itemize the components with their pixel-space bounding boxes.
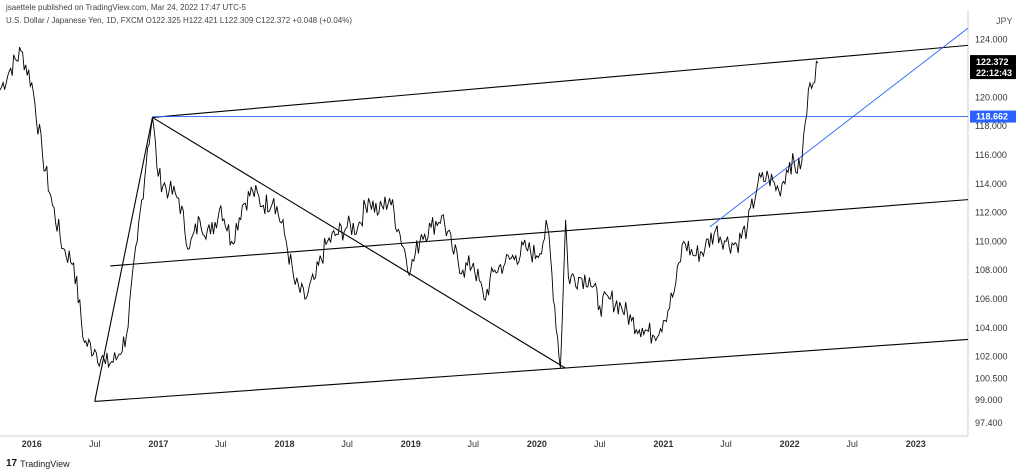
blue-trendline xyxy=(709,27,969,228)
last-price-label: 122.372 xyxy=(976,57,1009,67)
x-tick-label: 2021 xyxy=(653,439,673,449)
y-tick-label: 118.000 xyxy=(975,121,1007,131)
x-tick-label: Jul xyxy=(341,439,353,449)
trendlines xyxy=(94,27,969,402)
y-tick-label: 116.000 xyxy=(975,150,1007,160)
y-tick-label: 110.000 xyxy=(975,236,1007,246)
trendline xyxy=(94,117,153,402)
trendline xyxy=(110,199,969,267)
y-tick-label: 104.000 xyxy=(975,323,1008,333)
y-tick-label: 97.400 xyxy=(975,418,1003,428)
level-price-label: 118.662 xyxy=(976,112,1008,122)
plot-area xyxy=(0,10,969,437)
last-price-tag xyxy=(970,55,1016,80)
x-tick-label: Jul xyxy=(215,439,227,449)
y-tick-label: 114.000 xyxy=(975,179,1007,189)
publisher-note: jsaettele published on TradingView.com, … xyxy=(6,3,246,12)
y-tick-label: 100.500 xyxy=(975,373,1008,383)
tradingview-footer: 17 TradingView xyxy=(6,458,70,469)
x-tick-label: 2016 xyxy=(22,439,42,449)
x-axis: 2016 Jul 2017 Jul 2018 Jul 2019 Jul 2020 Jul 2021 J… xyxy=(22,439,926,449)
x-tick-label: Jul xyxy=(720,439,732,449)
x-tick-label: Jul xyxy=(846,439,858,449)
x-tick-label: 2018 xyxy=(275,439,295,449)
price-series-line xyxy=(0,46,819,369)
x-tick-label: Jul xyxy=(89,439,101,449)
symbol-info: U.S. Dollar / Japanese Yen, 1D, FXCM O12… xyxy=(6,16,353,25)
x-tick-label: Jul xyxy=(594,439,606,449)
y-tick-label: 108.000 xyxy=(975,265,1008,275)
trendline xyxy=(152,116,566,369)
tradingview-logo-icon: 17 xyxy=(6,458,18,469)
x-tick-label: 2022 xyxy=(780,439,800,449)
x-tick-label: 2023 xyxy=(906,439,926,449)
y-tick-label: 112.000 xyxy=(975,208,1007,218)
y-tick-label: 124.000 xyxy=(975,35,1008,45)
x-tick-label: 2020 xyxy=(527,439,547,449)
y-tick-label: 102.000 xyxy=(975,352,1008,362)
y-tick-label: 99.000 xyxy=(975,395,1003,405)
y-tick-label: 120.000 xyxy=(975,92,1008,102)
y-tick-label: 106.000 xyxy=(975,294,1008,304)
x-tick-label: 2017 xyxy=(148,439,168,449)
tradingview-brand: TradingView xyxy=(20,458,70,469)
x-tick-label: Jul xyxy=(468,439,480,449)
trendline xyxy=(152,44,969,119)
level-price-tag xyxy=(970,110,1016,123)
countdown-label: 22:12:43 xyxy=(976,68,1012,78)
currency-label: JPY xyxy=(996,16,1013,26)
trendline xyxy=(94,338,969,402)
x-tick-label: 2019 xyxy=(401,439,421,449)
